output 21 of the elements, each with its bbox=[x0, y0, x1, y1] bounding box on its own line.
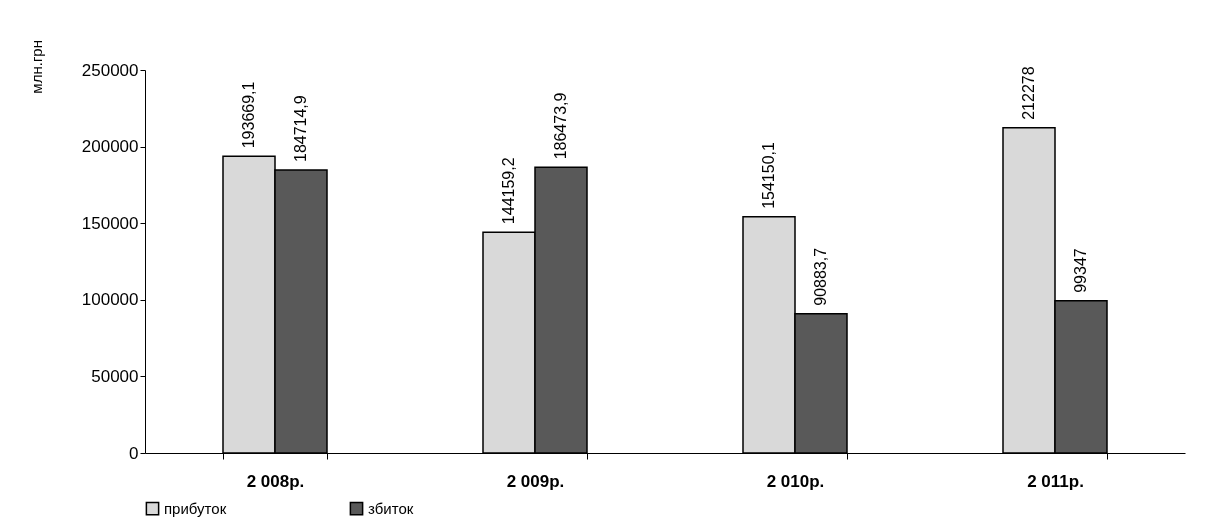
data-label: 90883,7 bbox=[812, 247, 829, 306]
y-axis-title: млн.грн bbox=[28, 40, 45, 94]
data-label: 99347 bbox=[1072, 248, 1089, 293]
legend-label: збиток bbox=[368, 499, 414, 517]
data-label: 154150,1 bbox=[760, 142, 777, 209]
data-label: 144159,2 bbox=[500, 157, 517, 225]
y-tick-label: 100000 bbox=[81, 290, 139, 310]
data-label: 193669,1 bbox=[240, 81, 257, 149]
data-label: 184714,9 bbox=[292, 95, 309, 163]
x-tick-label: 2 008р. bbox=[246, 471, 305, 491]
y-tick-label: 250000 bbox=[81, 60, 139, 80]
data-label: 186473,9 bbox=[552, 92, 569, 160]
x-tick-label: 2 011р. bbox=[1027, 471, 1084, 491]
y-tick-label: 50000 bbox=[91, 366, 139, 386]
legend-label: прибуток bbox=[164, 499, 227, 517]
y-tick-label: 0 bbox=[129, 443, 139, 463]
y-tick-label: 200000 bbox=[81, 137, 139, 157]
x-tick-label: 2 009р. bbox=[506, 471, 565, 491]
y-tick-label: 150000 bbox=[81, 213, 139, 233]
data-label: 212278 bbox=[1020, 66, 1037, 120]
x-tick-label: 2 010р. bbox=[766, 471, 825, 491]
